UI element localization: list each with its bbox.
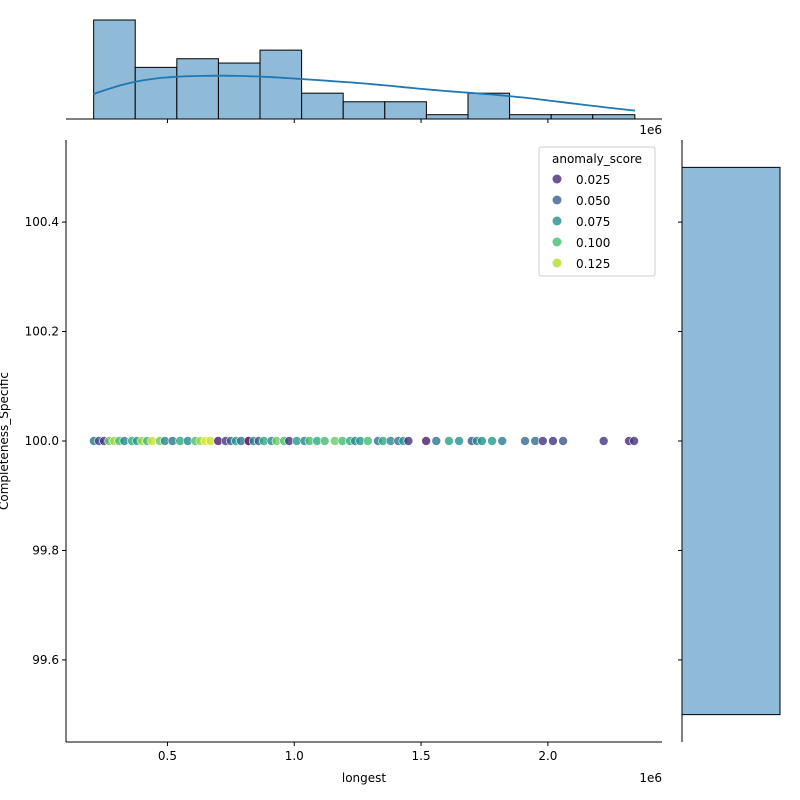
histogram-bar — [93, 19, 136, 120]
x-tick-label: 2.0 — [538, 749, 557, 763]
x-axis-label: longest — [342, 771, 387, 785]
y-tick-label: 100.0 — [25, 434, 59, 448]
legend-title: anomaly_score — [552, 152, 642, 166]
legend-box — [538, 146, 656, 277]
scatter-point — [431, 436, 442, 446]
scatter-point — [477, 436, 487, 446]
legend-marker — [552, 174, 562, 184]
legend-marker — [552, 195, 562, 205]
legend-label: 0.125 — [576, 257, 610, 271]
histogram-bar — [550, 114, 594, 120]
scatter-point — [403, 436, 414, 446]
legend-marker — [552, 237, 562, 247]
right-marginal-histogram — [678, 140, 781, 742]
top-offset-label: 1e6 — [639, 123, 662, 137]
histogram-bar — [509, 114, 552, 120]
scatter-point — [558, 436, 568, 446]
legend-label: 0.025 — [576, 173, 610, 187]
legend-label: 0.100 — [576, 236, 610, 250]
y-tick-label: 99.8 — [32, 543, 59, 557]
scatter-point — [520, 436, 530, 446]
x-offset-label: 1e6 — [639, 771, 662, 785]
histogram-bar — [384, 101, 427, 120]
histogram-bar — [176, 58, 219, 120]
histogram-bar — [592, 114, 636, 120]
scatter-point — [487, 436, 497, 446]
histogram-bar — [259, 49, 303, 120]
histogram-bar — [217, 62, 261, 120]
x-tick-label: 1.5 — [412, 749, 431, 763]
histogram-bar — [301, 92, 344, 120]
scatter-point — [319, 436, 330, 446]
scatter-point — [548, 436, 558, 446]
histogram-bar — [681, 166, 781, 716]
histogram-bar — [425, 114, 469, 120]
legend: anomaly_score 0.025 0.050 0.075 0.100 0.125 — [538, 146, 656, 277]
scatter-point — [497, 436, 508, 446]
y-axis-label: Completeness_Specific — [0, 372, 11, 510]
scatter-point — [537, 436, 548, 446]
y-tick-label: 100.2 — [25, 325, 59, 339]
legend-label: 0.075 — [576, 215, 610, 229]
x-tick-label: 1.0 — [285, 749, 304, 763]
scatter-axes: 0.5 1.0 1.5 2.0 99.6 99.8 100.0 100.2 100.4 — [25, 140, 662, 763]
legend-marker — [552, 258, 562, 268]
legend-label: 0.050 — [576, 194, 610, 208]
histogram-bar — [342, 101, 386, 120]
scatter-point — [598, 436, 609, 446]
scatter-point — [363, 436, 373, 446]
y-tick-label: 99.6 — [32, 653, 59, 667]
histogram-bar — [467, 92, 511, 120]
y-tick-label: 100.4 — [25, 215, 59, 229]
scatter-point — [629, 436, 639, 446]
x-tick-label: 0.5 — [158, 749, 177, 763]
scatter-point — [454, 436, 464, 446]
top-marginal-histogram — [66, 19, 662, 123]
legend-marker — [552, 216, 562, 226]
histogram-bar — [134, 66, 178, 120]
scatter-point — [421, 436, 431, 446]
scatter-point — [444, 436, 454, 446]
kde-curve — [93, 74, 635, 112]
